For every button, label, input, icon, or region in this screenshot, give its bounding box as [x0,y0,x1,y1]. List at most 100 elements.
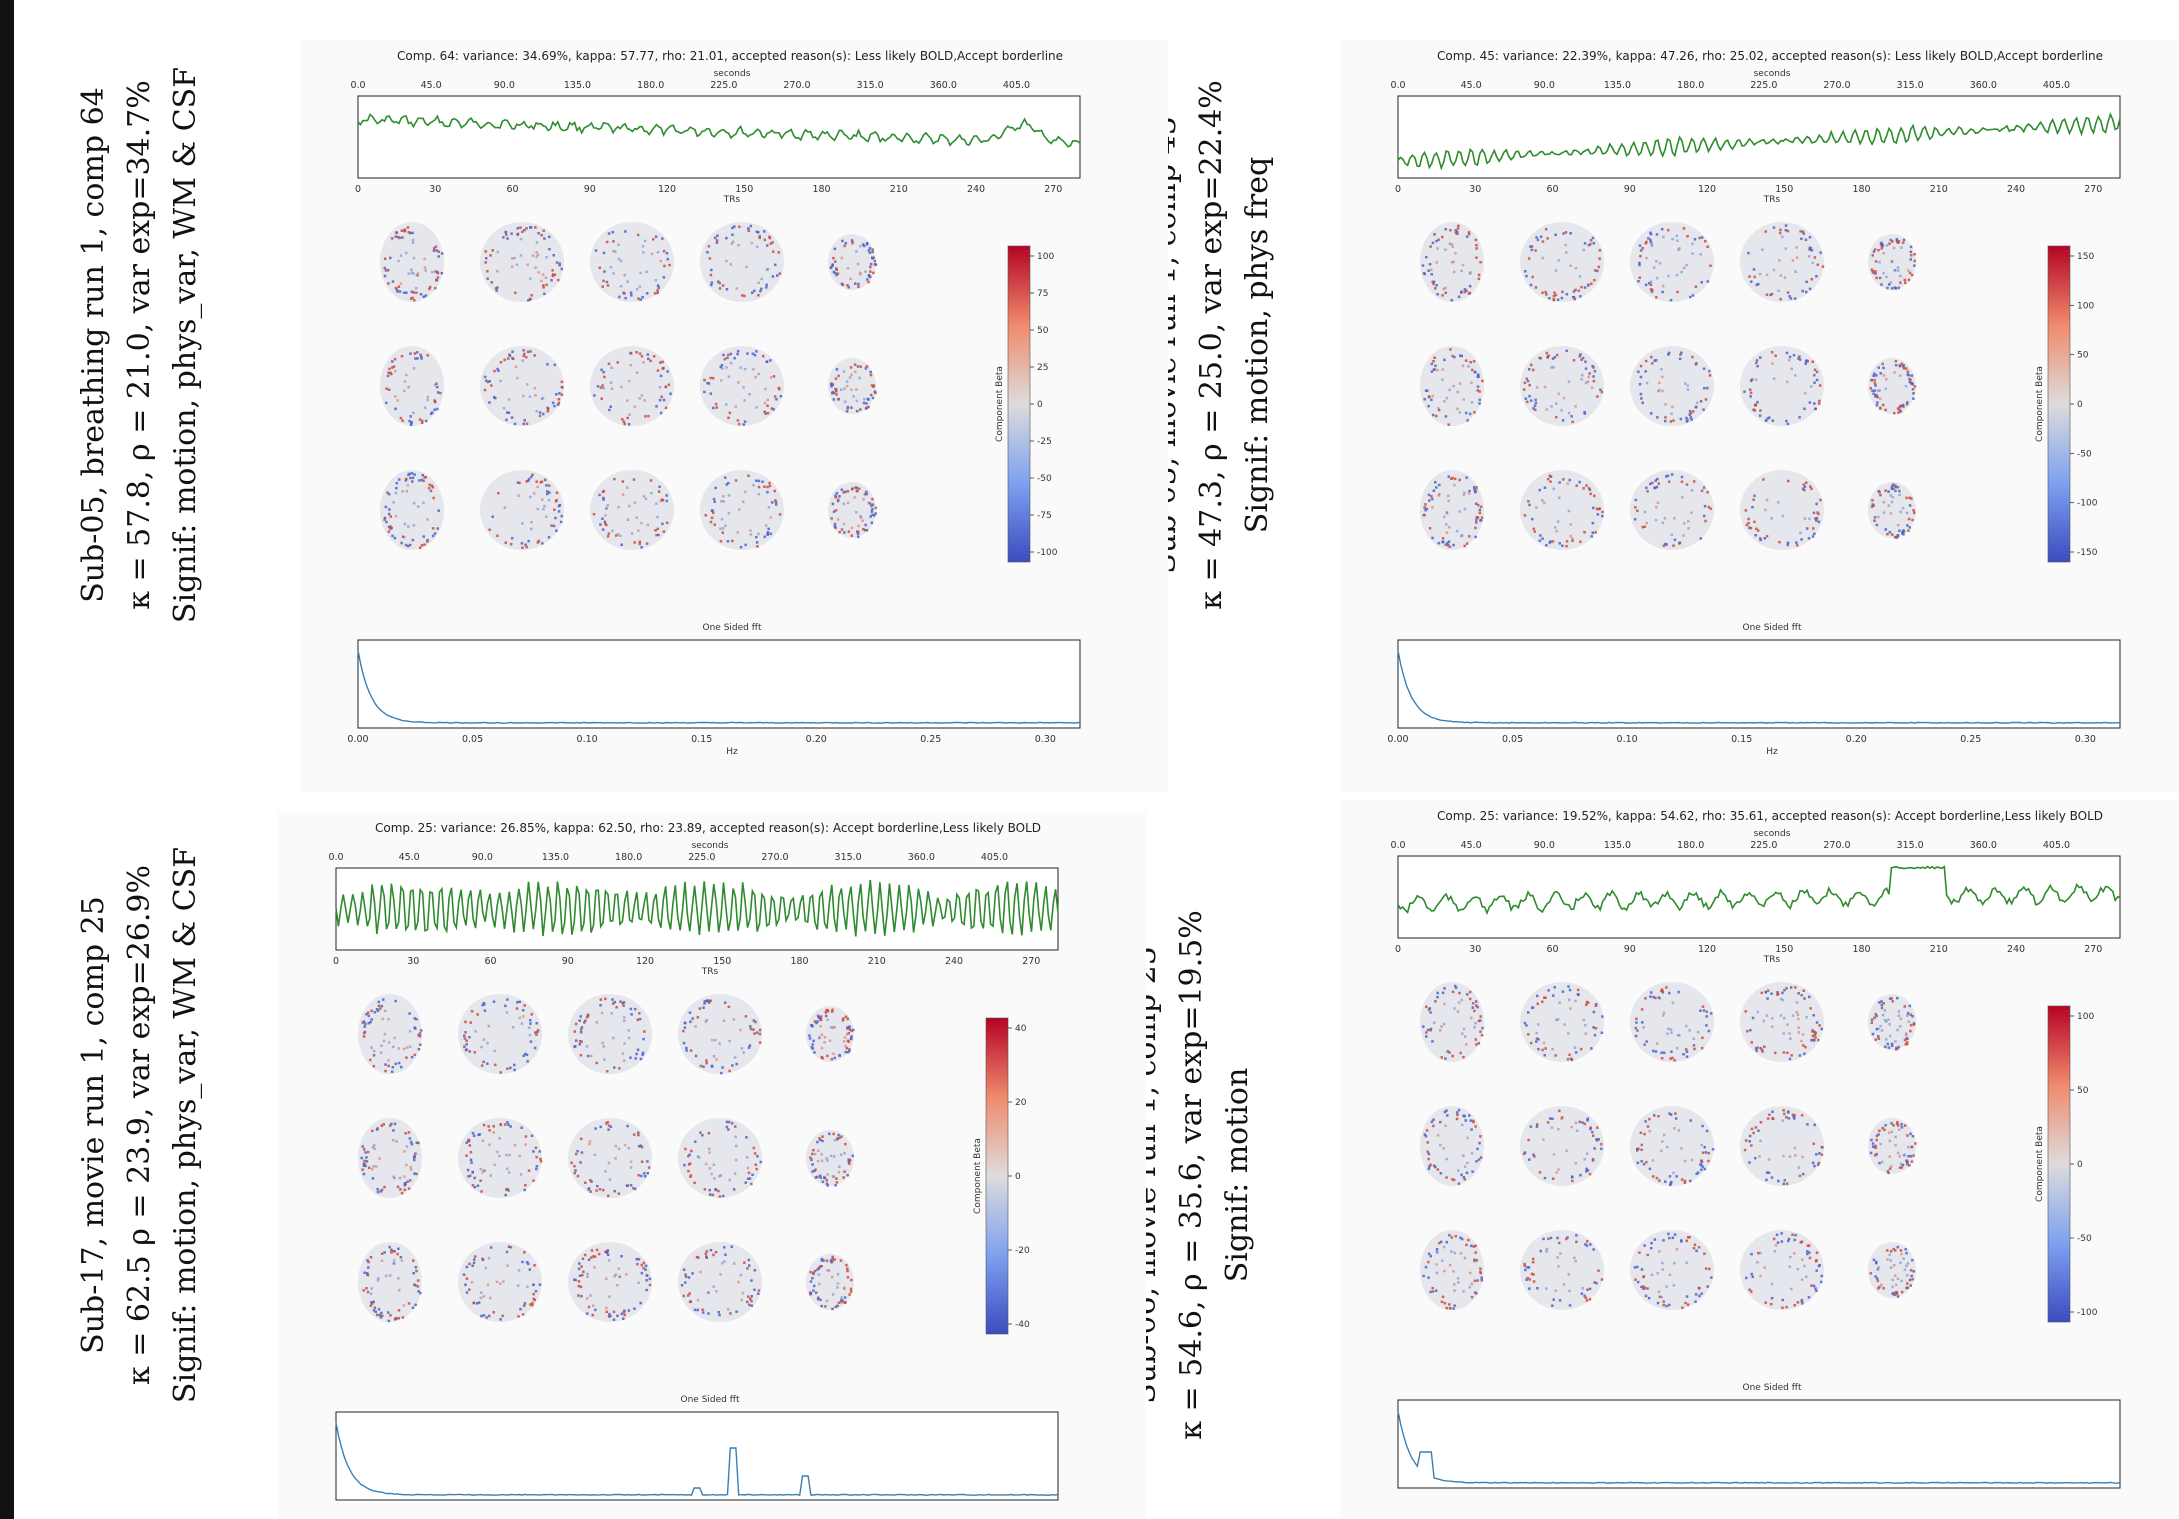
beta-voxel [601,384,604,387]
beta-voxel [1887,1018,1890,1021]
beta-voxel [727,494,731,497]
beta-voxel [1588,1287,1592,1291]
beta-voxel [489,1174,492,1177]
beta-voxel [1441,1259,1444,1262]
beta-voxel [614,1144,618,1148]
beta-voxel [531,1301,534,1305]
beta-voxel [1440,1056,1443,1059]
beta-voxel [1589,492,1592,496]
beta-voxel [1545,408,1548,411]
beta-voxel [826,1018,829,1022]
beta-voxel [1672,1284,1676,1287]
beta-voxel [1552,1298,1555,1301]
beta-voxel [709,1248,713,1252]
beta-voxel [1587,283,1590,287]
beta-voxel [1427,1167,1431,1171]
beta-voxel [1748,526,1751,529]
beta-voxel [395,231,399,235]
beta-voxel [1591,1158,1595,1161]
beta-voxel [1888,531,1892,534]
beta-voxel [1875,1152,1878,1156]
beta-voxel [1888,1034,1892,1038]
beta-voxel [1591,521,1595,525]
beta-voxel [602,496,605,500]
beta-voxel [1664,542,1667,546]
beta-voxel [1448,242,1451,246]
beta-voxel [579,1161,582,1164]
beta-voxel [641,1051,645,1054]
beta-voxel [611,1002,615,1005]
beta-voxel [398,236,401,240]
beta-voxel [769,516,772,519]
beta-voxel [558,264,561,267]
beta-voxel [1707,505,1711,509]
beta-voxel [1707,1029,1711,1033]
beta-voxel [1545,293,1548,296]
beta-voxel [715,406,718,409]
tr-tick-label: 30 [1469,944,1481,955]
beta-voxel [1800,1300,1803,1303]
beta-voxel [1474,1000,1478,1003]
beta-voxel [1908,271,1912,275]
beta-voxel [815,1021,818,1025]
beta-voxel [596,1184,599,1188]
beta-voxel [1454,252,1457,255]
beta-voxel [1425,255,1428,259]
beta-voxel [1704,240,1707,243]
beta-voxel [684,1147,687,1151]
beta-voxel [1874,270,1877,273]
beta-voxel [1523,1264,1527,1268]
beta-voxel [506,357,510,360]
beta-voxel [1460,269,1463,273]
beta-voxel [431,534,435,538]
beta-voxel [1558,542,1561,545]
beta-voxel [1790,1287,1793,1291]
beta-voxel [1909,1023,1913,1027]
beta-voxel [1892,487,1895,490]
beta-voxel [1909,378,1912,382]
beta-voxel [1585,1003,1588,1007]
beta-voxel [852,395,855,398]
beta-voxel [1444,415,1448,418]
beta-voxel [1679,353,1682,356]
beta-voxel [559,520,563,524]
beta-voxel [1579,540,1582,543]
beta-voxel [626,518,630,521]
beta-voxel [1649,240,1653,244]
beta-voxel [749,533,753,536]
beta-voxel [1532,1280,1536,1283]
beta-voxel [1875,523,1879,527]
beta-voxel [536,253,540,256]
beta-voxel [619,259,623,263]
beta-voxel [826,1184,829,1187]
beta-voxel [1636,1029,1639,1032]
beta-voxel [813,1269,817,1273]
beta-voxel [682,1041,686,1045]
beta-voxel [776,274,779,277]
beta-voxel [622,1004,625,1007]
beta-voxel [769,376,773,379]
beta-voxel [1528,383,1531,387]
beta-voxel [1899,404,1902,408]
beta-voxel [1794,1154,1797,1157]
beta-voxel [1685,1261,1688,1265]
beta-voxel [1795,541,1798,544]
beta-voxel [1479,1270,1482,1274]
beta-voxel [1668,1236,1671,1240]
beta-voxel [834,260,837,263]
fft-tick-label: 0.30 [2075,734,2096,745]
beta-voxel [1469,271,1472,274]
beta-voxel [669,392,672,395]
brain-slice-tissue [1740,470,1824,550]
beta-voxel [1654,479,1657,482]
colorbar-tick-label: 40 [1015,1024,1027,1034]
beta-voxel [1546,237,1549,240]
beta-voxel [578,1043,582,1046]
beta-voxel [837,374,840,378]
brain-slice [1420,222,1484,302]
beta-voxel [1896,1245,1900,1249]
beta-voxel [525,1261,529,1264]
beta-voxel [1478,390,1481,393]
beta-voxel [1908,1278,1912,1282]
beta-voxel [1458,478,1461,482]
